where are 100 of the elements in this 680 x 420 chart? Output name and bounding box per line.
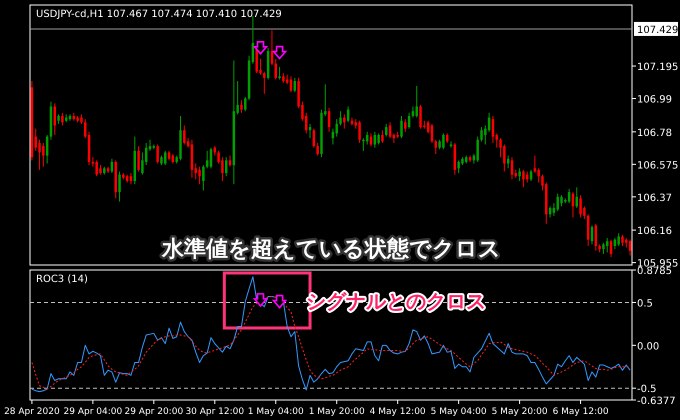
candlestick bbox=[572, 192, 574, 218]
candlestick bbox=[419, 104, 422, 130]
candlestick bbox=[141, 152, 144, 176]
candlestick bbox=[54, 102, 56, 136]
y-tick-label: 106.99 bbox=[637, 94, 672, 106]
candlestick bbox=[476, 136, 479, 162]
candlestick bbox=[534, 155, 536, 174]
candlestick bbox=[606, 238, 608, 253]
x-tick-label: 5 May 04:00 bbox=[430, 407, 487, 417]
y-tick-label: 106.78 bbox=[637, 128, 672, 139]
x-tick-label: 1 May 20:00 bbox=[308, 407, 365, 417]
candlestick bbox=[110, 158, 114, 174]
candlestick bbox=[198, 166, 201, 185]
candlestick bbox=[537, 168, 540, 184]
candlestick bbox=[278, 66, 281, 80]
candlestick bbox=[118, 170, 121, 202]
x-tick-label: 29 Apr 04:00 bbox=[64, 407, 122, 417]
annotation: 水準値を超えている状態でクロス bbox=[161, 236, 501, 262]
candlestick bbox=[548, 206, 552, 218]
candlestick bbox=[335, 118, 338, 138]
candlestick bbox=[42, 142, 45, 168]
y-tick-label: 106.37 bbox=[637, 192, 672, 204]
x-tick-label: 6 May 12:00 bbox=[552, 407, 609, 417]
candlestick bbox=[346, 106, 350, 123]
candlestick bbox=[95, 160, 98, 177]
candlestick bbox=[522, 169, 525, 188]
candlestick bbox=[214, 146, 216, 156]
candlestick bbox=[377, 132, 380, 146]
candlestick bbox=[366, 131, 368, 146]
candlestick bbox=[38, 139, 41, 170]
candlestick bbox=[492, 115, 494, 144]
candlestick bbox=[412, 106, 414, 118]
candlestick bbox=[332, 128, 334, 146]
y-tick-label: -0.5 bbox=[637, 384, 657, 396]
chart-title: ROC3 (14) bbox=[36, 274, 88, 285]
y-tick-label: 106.575 bbox=[637, 160, 678, 172]
candlestick bbox=[183, 124, 186, 146]
candlestick bbox=[430, 123, 434, 144]
candlestick bbox=[628, 239, 632, 256]
candlestick bbox=[99, 164, 102, 176]
candlestick bbox=[46, 134, 48, 164]
y-tick-label: 106.16 bbox=[637, 226, 672, 238]
candlestick bbox=[228, 155, 232, 168]
candlestick bbox=[621, 234, 624, 246]
x-tick-label: 5 May 20:00 bbox=[492, 407, 548, 417]
candlestick bbox=[210, 147, 212, 169]
candlestick bbox=[404, 118, 407, 132]
candlestick bbox=[308, 123, 312, 139]
candlestick bbox=[442, 132, 445, 150]
candlestick bbox=[400, 115, 403, 139]
candlestick bbox=[503, 144, 506, 172]
chart-title: USDJPY-cd,H1 107.467 107.474 107.410 107.429 bbox=[36, 9, 282, 20]
candlestick bbox=[156, 144, 159, 164]
candlestick bbox=[164, 150, 166, 166]
candlestick bbox=[80, 114, 83, 124]
candlestick bbox=[510, 156, 514, 180]
candlestick bbox=[560, 194, 563, 207]
candlestick bbox=[57, 114, 60, 124]
candlestick bbox=[202, 164, 205, 191]
candlestick bbox=[221, 156, 224, 182]
candlestick bbox=[374, 131, 376, 148]
candlestick bbox=[576, 186, 578, 208]
y-tick-label: 107.195 bbox=[637, 62, 678, 74]
candlestick bbox=[381, 130, 384, 144]
candlestick bbox=[358, 120, 361, 144]
candlestick bbox=[457, 160, 460, 174]
candlestick bbox=[160, 155, 163, 166]
candlestick bbox=[610, 239, 612, 258]
candlestick bbox=[270, 30, 274, 66]
candlestick bbox=[206, 150, 208, 169]
candlestick bbox=[328, 108, 330, 132]
candlestick bbox=[362, 138, 365, 152]
candlestick bbox=[438, 139, 441, 150]
candlestick bbox=[579, 194, 582, 218]
y-tick-label: -0.6377 bbox=[637, 396, 676, 407]
candlestick bbox=[568, 188, 570, 204]
x-tick-label: 30 Apr 12:00 bbox=[185, 407, 244, 417]
candlestick bbox=[488, 112, 490, 132]
candlestick bbox=[274, 58, 277, 80]
candlestick bbox=[408, 112, 410, 130]
candlestick bbox=[518, 168, 521, 182]
candlestick bbox=[172, 154, 174, 164]
candlestick bbox=[594, 223, 598, 252]
candlestick bbox=[446, 132, 448, 144]
candlestick bbox=[130, 172, 132, 185]
candlestick bbox=[312, 128, 316, 148]
candlestick bbox=[168, 150, 170, 161]
x-tick-label: 28 Apr 2020 bbox=[4, 407, 60, 417]
candlestick bbox=[530, 169, 532, 182]
candlestick bbox=[434, 139, 438, 155]
candlestick bbox=[263, 71, 266, 94]
candlestick bbox=[224, 156, 228, 177]
candlestick bbox=[282, 72, 285, 84]
y-tick-label: 0.00 bbox=[637, 341, 660, 352]
x-tick-label: 29 Apr 20:00 bbox=[124, 407, 184, 417]
candlestick bbox=[388, 122, 392, 139]
candlestick bbox=[614, 238, 616, 250]
x-tick-label: 1 May 04:00 bbox=[248, 407, 304, 417]
candlestick bbox=[617, 232, 620, 246]
candlestick bbox=[415, 85, 418, 118]
